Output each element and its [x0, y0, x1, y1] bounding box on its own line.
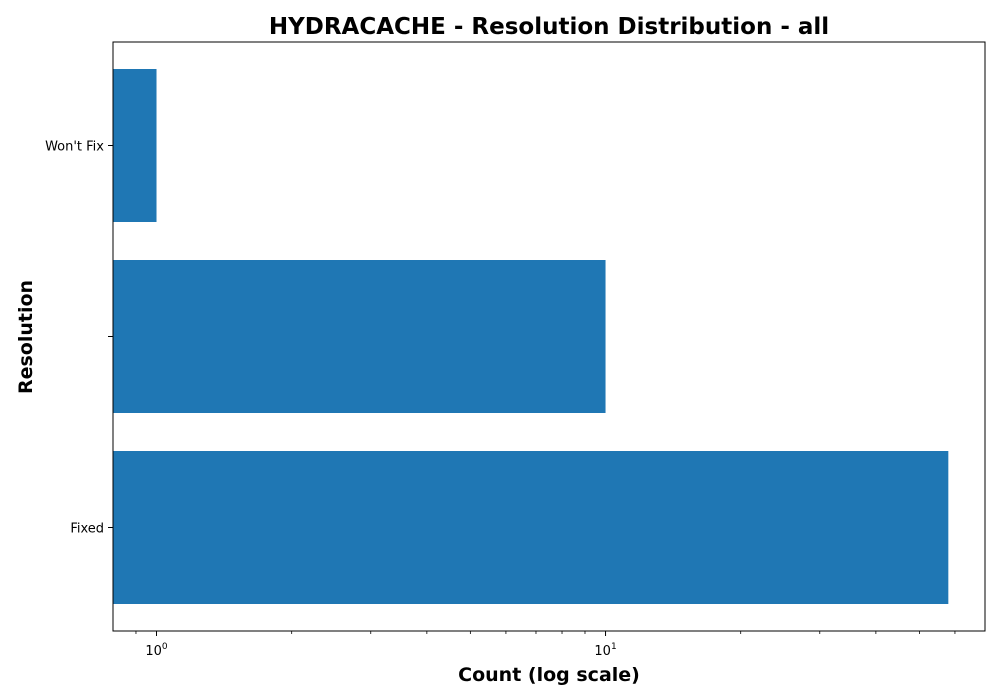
plot-frame: [112, 41, 986, 632]
y-tick-label-2: Won't Fix: [45, 140, 104, 155]
bar-2: [113, 69, 157, 222]
y-tick-label-0: Fixed: [70, 522, 104, 537]
chart-title: HYDRACACHE - Resolution Distribution - a…: [269, 14, 829, 40]
x-tick-label-0: 100: [145, 642, 168, 659]
x-axis-label: Count (log scale): [458, 664, 640, 686]
y-axis-label: Resolution: [15, 280, 37, 394]
bars-group: [113, 69, 949, 604]
bar-1: [113, 260, 606, 413]
x-tick-label-1: 101: [594, 642, 616, 659]
y-ticks-group: Fixed Won't Fix: [45, 140, 113, 537]
bar-0: [113, 451, 949, 604]
x-ticks-group: 100 101: [135, 631, 956, 659]
